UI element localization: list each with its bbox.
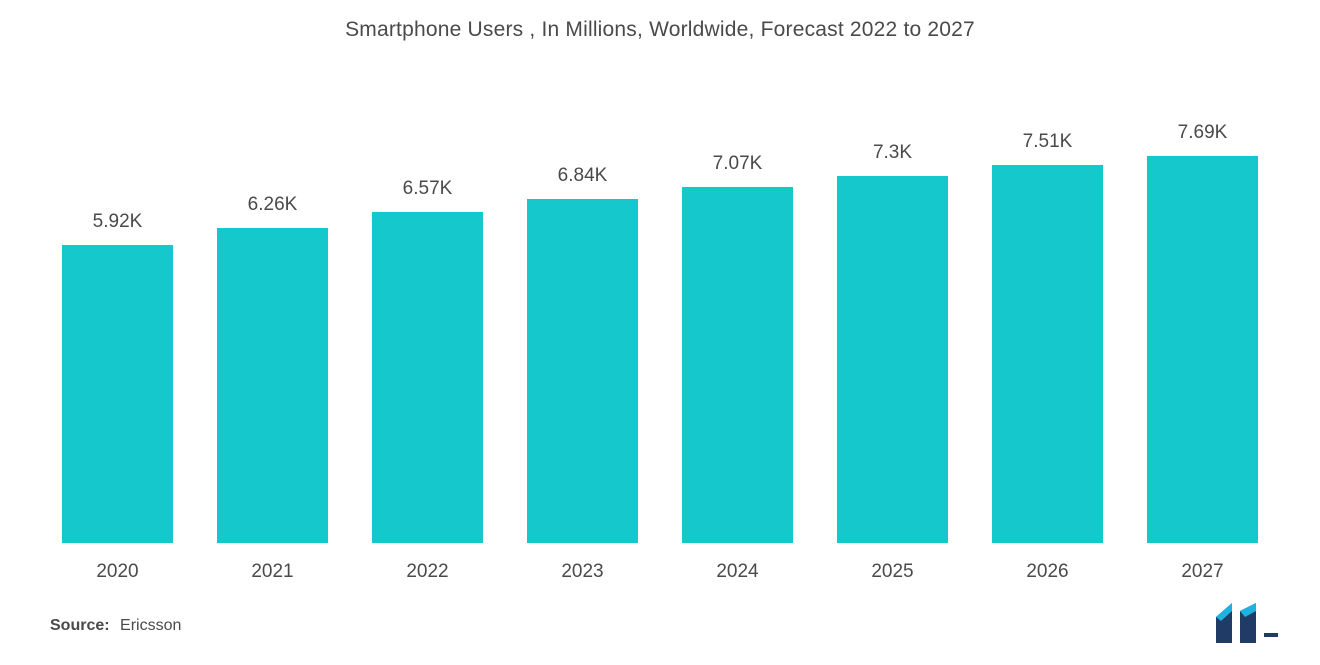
x-axis-label: 2026 (970, 561, 1125, 583)
bar-slot: 7.51K (970, 90, 1125, 543)
x-axis-label: 2025 (815, 561, 970, 583)
x-axis-label: 2022 (350, 561, 505, 583)
x-axis-labels: 20202021202220232024202520262027 (40, 561, 1280, 583)
bar-slot: 7.3K (815, 90, 970, 543)
bar-value-label: 7.51K (1023, 131, 1073, 153)
bar-slot: 7.69K (1125, 90, 1280, 543)
bar-slot: 7.07K (660, 90, 815, 543)
bar (62, 245, 174, 543)
source-line: Source: Ericsson (50, 617, 181, 635)
bar-value-label: 6.57K (403, 178, 453, 200)
x-axis-label: 2021 (195, 561, 350, 583)
bar (1147, 156, 1259, 543)
x-axis-label: 2020 (40, 561, 195, 583)
bar (372, 212, 484, 543)
bar-value-label: 7.3K (873, 142, 912, 164)
bar (217, 228, 329, 543)
bar-slot: 5.92K (40, 90, 195, 543)
bar-slot: 6.26K (195, 90, 350, 543)
bar-value-label: 7.69K (1178, 122, 1228, 144)
bar-value-label: 6.26K (248, 194, 298, 216)
bar (527, 199, 639, 543)
bar-slot: 6.57K (350, 90, 505, 543)
source-value: Ericsson (120, 617, 181, 634)
bar (682, 187, 794, 543)
brand-logo-icon (1210, 603, 1280, 643)
bar-value-label: 6.84K (558, 165, 608, 187)
chart-container: Smartphone Users , In Millions, Worldwid… (0, 0, 1320, 665)
bar-slot: 6.84K (505, 90, 660, 543)
bar-value-label: 7.07K (713, 153, 763, 175)
x-axis-label: 2023 (505, 561, 660, 583)
bar-value-label: 5.92K (93, 211, 143, 233)
chart-title: Smartphone Users , In Millions, Worldwid… (0, 18, 1320, 42)
plot-area: 5.92K 6.26K 6.57K 6.84K 7.07K 7.3K 7.51K 7.69K (40, 90, 1280, 543)
x-axis-label: 2027 (1125, 561, 1280, 583)
source-label: Source: (50, 617, 110, 634)
bar (992, 165, 1104, 543)
x-axis-label: 2024 (660, 561, 815, 583)
bar (837, 176, 949, 543)
